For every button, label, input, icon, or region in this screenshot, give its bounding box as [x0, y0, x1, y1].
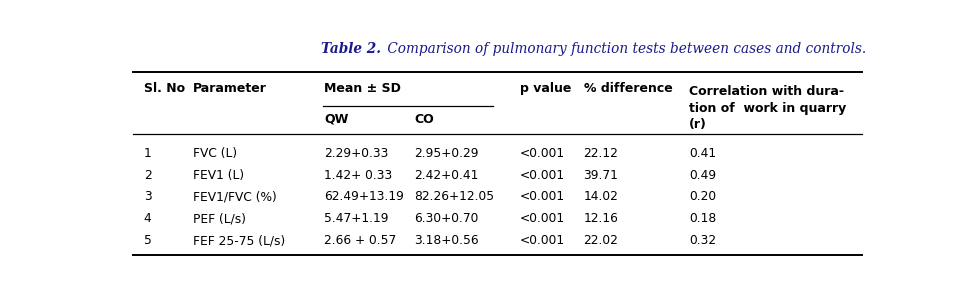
Text: PEF (L/s): PEF (L/s) [193, 212, 245, 225]
Text: 22.12: 22.12 [583, 147, 618, 160]
Text: p value: p value [519, 82, 571, 95]
Text: FEV1 (L): FEV1 (L) [193, 169, 243, 182]
Text: FEF 25-75 (L/s): FEF 25-75 (L/s) [193, 234, 285, 247]
Text: 3: 3 [143, 191, 151, 204]
Text: 0.32: 0.32 [688, 234, 715, 247]
Text: 5.47+1.19: 5.47+1.19 [324, 212, 389, 225]
Text: 14.02: 14.02 [583, 191, 618, 204]
Text: 2: 2 [143, 169, 151, 182]
Text: 1: 1 [143, 147, 151, 160]
Text: Mean ± SD: Mean ± SD [324, 82, 401, 95]
Text: 1.42+ 0.33: 1.42+ 0.33 [324, 169, 392, 182]
Text: 0.20: 0.20 [688, 191, 715, 204]
Text: 2.29+0.33: 2.29+0.33 [324, 147, 389, 160]
Text: FVC (L): FVC (L) [193, 147, 236, 160]
Text: <0.001: <0.001 [519, 234, 564, 247]
Text: Table 2.: Table 2. [321, 42, 380, 56]
Text: 3.18+0.56: 3.18+0.56 [414, 234, 479, 247]
Text: 0.49: 0.49 [688, 169, 715, 182]
Text: Sl. No: Sl. No [143, 82, 185, 95]
Text: 0.41: 0.41 [688, 147, 715, 160]
Text: 6.30+0.70: 6.30+0.70 [414, 212, 479, 225]
Text: 5: 5 [143, 234, 151, 247]
Text: CO: CO [414, 113, 434, 126]
Text: Parameter: Parameter [193, 82, 266, 95]
Text: <0.001: <0.001 [519, 191, 564, 204]
Text: Correlation with dura-
tion of  work in quarry
(r): Correlation with dura- tion of work in q… [688, 85, 845, 131]
Text: 2.66 + 0.57: 2.66 + 0.57 [324, 234, 396, 247]
Text: 12.16: 12.16 [583, 212, 618, 225]
Text: 4: 4 [143, 212, 151, 225]
Text: <0.001: <0.001 [519, 212, 564, 225]
Text: <0.001: <0.001 [519, 147, 564, 160]
Text: Comparison of pulmonary function tests between cases and controls.: Comparison of pulmonary function tests b… [383, 42, 865, 56]
Text: FEV1/FVC (%): FEV1/FVC (%) [193, 191, 276, 204]
Text: QW: QW [324, 113, 348, 126]
Text: % difference: % difference [583, 82, 672, 95]
Text: 2.42+0.41: 2.42+0.41 [414, 169, 479, 182]
Text: 2.95+0.29: 2.95+0.29 [414, 147, 479, 160]
Text: 82.26+12.05: 82.26+12.05 [414, 191, 494, 204]
Text: 22.02: 22.02 [583, 234, 618, 247]
Text: 39.71: 39.71 [583, 169, 618, 182]
Text: 0.18: 0.18 [688, 212, 715, 225]
Text: <0.001: <0.001 [519, 169, 564, 182]
Text: 62.49+13.19: 62.49+13.19 [324, 191, 404, 204]
